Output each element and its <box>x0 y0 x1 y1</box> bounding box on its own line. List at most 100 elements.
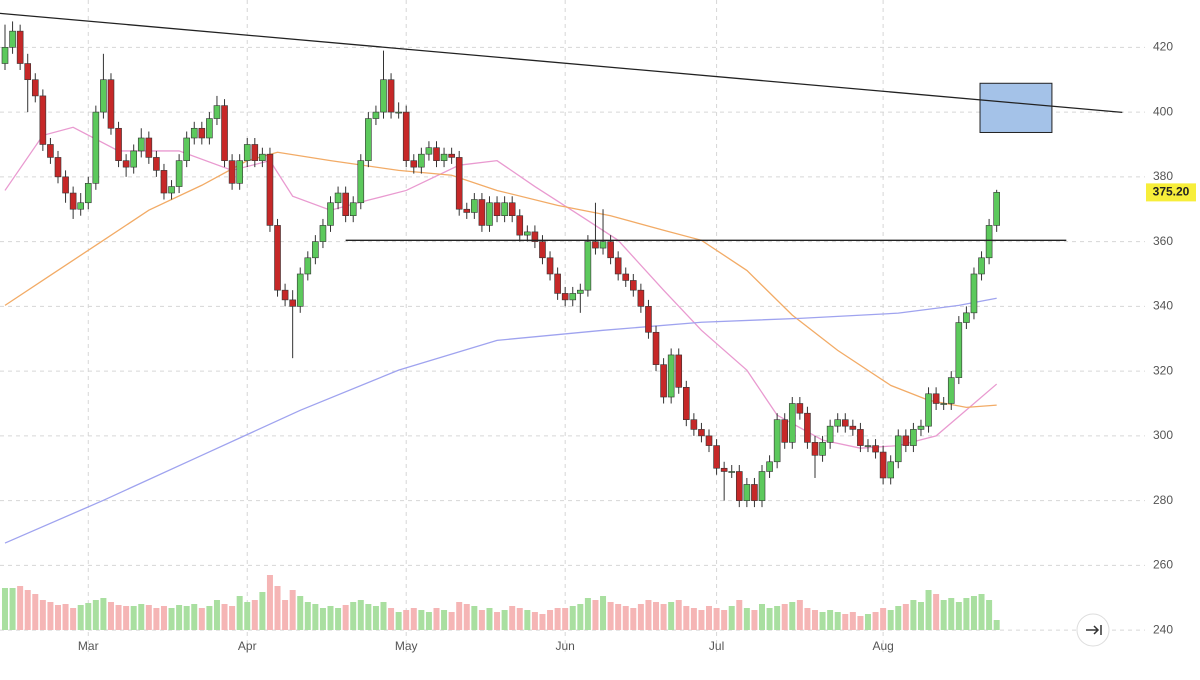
volume-bar <box>335 608 342 630</box>
candle-body <box>917 425 925 430</box>
volume-bar <box>183 606 190 630</box>
volume-bar <box>17 586 24 630</box>
volume-bar <box>653 602 660 630</box>
candle-body <box>788 403 796 443</box>
button-icon[interactable] <box>1086 625 1102 635</box>
candle-body <box>508 202 516 216</box>
volume-bar <box>191 604 198 630</box>
volume-bar <box>584 598 591 630</box>
candle-body <box>667 354 675 398</box>
candle-body <box>561 293 569 301</box>
volume-bar <box>282 600 289 630</box>
volume-bar <box>759 604 765 630</box>
candle-body <box>16 30 24 64</box>
volume-bar <box>827 610 834 630</box>
volume-bar <box>471 606 478 630</box>
candle-body <box>539 241 546 259</box>
candle-body <box>168 186 175 194</box>
volume-bar <box>804 608 811 630</box>
volume-bar <box>577 604 584 630</box>
candle-body <box>463 208 471 213</box>
volume-bar <box>463 604 470 630</box>
x-tick-label: Jun <box>556 639 575 653</box>
candle-body <box>380 79 387 113</box>
volume-bar <box>630 608 637 630</box>
y-tick-label: 280 <box>1153 493 1173 507</box>
candle-body <box>471 199 478 213</box>
volume-bar <box>153 608 160 630</box>
candle-body <box>955 322 963 378</box>
volume-bar <box>978 594 985 630</box>
candle-body <box>478 199 486 226</box>
candle-body <box>614 257 622 275</box>
candle-body <box>554 273 561 294</box>
x-tick-label: May <box>395 639 418 653</box>
candle-body <box>289 299 296 307</box>
candle-body <box>84 183 92 204</box>
volume-bar <box>244 602 251 630</box>
volume-bar <box>683 606 690 630</box>
candle-body <box>766 461 773 472</box>
volume-bar <box>32 594 39 630</box>
volume-bar <box>706 606 713 630</box>
volume-bar <box>970 596 977 630</box>
volume-bar <box>115 605 122 630</box>
volume-bar <box>910 600 917 630</box>
candle-body <box>698 429 705 437</box>
x-tick-label: Aug <box>872 639 893 653</box>
candle-body <box>433 147 440 161</box>
candle-body <box>841 419 849 427</box>
volume-bar <box>448 612 455 630</box>
candle-body <box>402 111 410 161</box>
volume-bar <box>2 588 8 630</box>
volume-bar <box>902 604 909 630</box>
volume-bar <box>547 610 554 630</box>
volume-bar <box>963 598 970 630</box>
candle-body <box>501 202 508 216</box>
volume-bar <box>342 605 349 630</box>
candle-body <box>690 419 698 430</box>
volume-bar <box>728 606 735 630</box>
volume-bar <box>213 600 220 630</box>
candle-body <box>599 241 607 249</box>
volume-bar <box>925 590 932 630</box>
volume-bar <box>236 596 243 630</box>
candle-body <box>978 257 985 275</box>
volume-bar <box>85 603 92 630</box>
volume-bar <box>297 596 304 630</box>
volume-bar <box>168 608 175 630</box>
volume-bar <box>100 598 107 630</box>
volume-bar <box>486 608 493 630</box>
volume-bar <box>751 610 758 630</box>
volume-bar <box>955 602 962 630</box>
volume-bar <box>410 608 417 630</box>
candle-body <box>365 118 372 161</box>
volume-bar <box>130 606 137 630</box>
end-button[interactable] <box>1076 613 1110 647</box>
moving-average <box>4 297 997 544</box>
candle-body <box>887 461 894 479</box>
volume-bar <box>229 606 236 630</box>
candle-body <box>705 435 713 446</box>
candle-body <box>455 157 463 210</box>
candle-body <box>811 442 819 456</box>
volume-bar <box>645 600 652 630</box>
volume-bar <box>675 600 682 630</box>
volume-bar <box>221 604 228 630</box>
volume-bar <box>660 604 667 630</box>
candle-body <box>592 241 599 249</box>
candle-body <box>577 289 584 294</box>
candle-body <box>584 241 592 291</box>
candle-body <box>175 160 183 187</box>
volume-bar <box>554 608 561 630</box>
volume-bar <box>501 610 508 630</box>
candle-body <box>781 419 789 443</box>
candle-body <box>349 202 357 216</box>
volume-bar <box>887 610 894 630</box>
candle-body <box>864 445 872 447</box>
x-tick-label: Jul <box>709 639 724 653</box>
volume-bar <box>993 620 1000 630</box>
candle-body <box>31 79 39 97</box>
candle-body <box>319 225 327 242</box>
